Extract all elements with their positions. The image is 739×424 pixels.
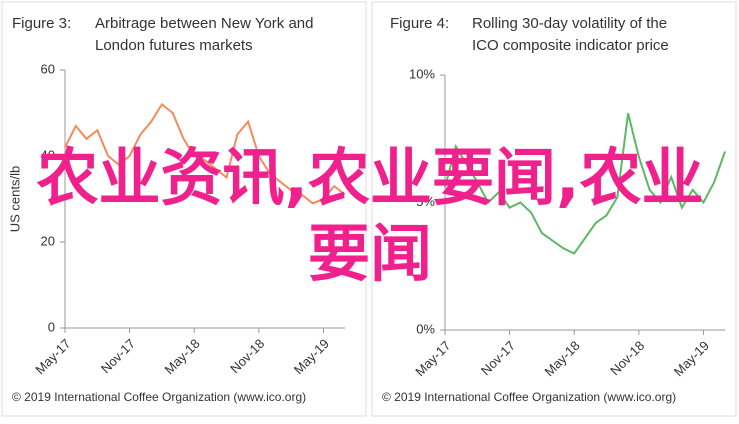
panel-frame [371,1,737,417]
y-tick-label: 20 [41,233,55,248]
x-tick-label: May-17 [32,336,73,377]
x-tick-label: Nov-18 [607,338,647,378]
y-axis-label: US cents/lb [7,166,22,232]
x-tick-label: Nov-17 [98,336,138,376]
x-tick-label: May-19 [671,338,712,379]
x-tick-label: May-18 [162,336,203,377]
x-tick-label: May-18 [542,338,583,379]
chart-title: Rolling 30-day volatility of the ICO comp… [472,15,669,54]
x-tick-label: Nov-18 [227,336,267,376]
y-tick-label: 40 [41,147,55,162]
y-tick-label: 0% [416,321,435,336]
data-line [444,113,726,255]
source-note: © 2019 International Coffee Organization… [382,390,676,404]
figure-label: Figure 4: [390,15,449,32]
overlay-text: 农业资讯,农业要闻,农业要闻 [36,141,704,290]
x-tick-label: May-17 [412,338,453,379]
y-tick-label: 5% [416,194,435,209]
figure-label: Figure 3: [12,15,71,32]
x-tick-label: Nov-17 [478,338,518,378]
y-tick-label: 10% [409,66,435,81]
y-tick-label: 60 [41,61,55,76]
source-note: © 2019 International Coffee Organization… [12,390,306,404]
y-tick-label: 0 [48,319,55,334]
panel-frame [1,1,367,417]
chart-title: Arbitrage between New York and London fut… [95,15,313,54]
x-tick-label: May-19 [291,336,332,377]
data-line [64,102,346,205]
